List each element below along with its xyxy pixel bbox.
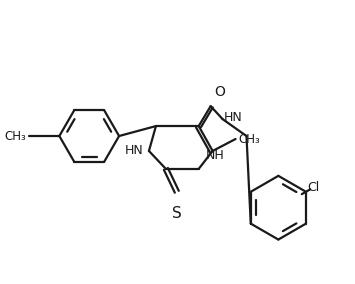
Text: NH: NH	[206, 149, 224, 162]
Text: HN: HN	[224, 111, 242, 124]
Text: CH₃: CH₃	[239, 133, 260, 145]
Text: CH₃: CH₃	[5, 130, 27, 143]
Text: O: O	[215, 85, 225, 99]
Text: S: S	[172, 206, 182, 221]
Text: HN: HN	[125, 145, 144, 157]
Text: Cl: Cl	[307, 181, 320, 194]
